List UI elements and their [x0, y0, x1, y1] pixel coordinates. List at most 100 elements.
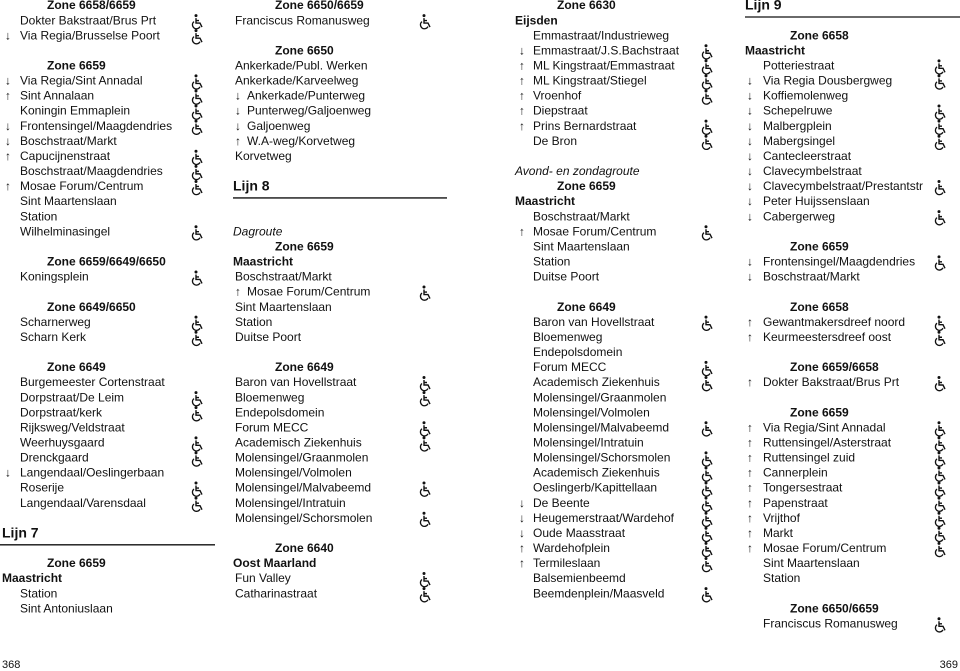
stop-name: Dorpstraat/De Leim — [20, 390, 124, 404]
icon-wheel — [701, 428, 711, 437]
icon-body — [423, 395, 431, 405]
icon-body — [705, 530, 713, 541]
wheelchair-icon — [191, 104, 203, 120]
zone-heading: Zone 6658 — [790, 28, 849, 42]
wheelchair-icon — [419, 511, 431, 528]
icon-wheel — [701, 96, 711, 105]
icon-wheel — [934, 533, 944, 543]
icon-head — [422, 511, 426, 515]
icon-head — [422, 481, 426, 485]
icon-wheel — [191, 413, 201, 422]
icon-body — [705, 123, 713, 133]
direction-arrow: ↑ — [519, 89, 525, 103]
wheelchair-icon — [934, 436, 946, 452]
icon-body — [705, 78, 713, 88]
icon-body — [938, 530, 946, 541]
icon-head — [194, 330, 198, 334]
icon-body — [195, 78, 203, 88]
icon-wheel — [191, 21, 201, 30]
icon-head — [194, 104, 198, 108]
stop-name: Molensingel/Malvabeemd — [235, 481, 371, 495]
icon-head — [937, 526, 941, 530]
city-heading: Eijsden — [515, 13, 558, 27]
stop-name: Sint Antoniuslaan — [20, 601, 113, 615]
icon-wheel — [419, 292, 429, 301]
line-heading: Lijn 7 — [2, 525, 39, 541]
direction-arrow: ↑ — [5, 179, 11, 193]
icon-head — [704, 451, 708, 455]
direction-arrow: ↓ — [5, 119, 11, 133]
direction-arrow: ↑ — [235, 285, 241, 299]
icon-wheel — [191, 36, 201, 45]
stop-name: Mosae Forum/Centrum — [533, 224, 656, 238]
icon-body — [195, 93, 203, 103]
zone-heading: Zone 6658/6659 — [47, 0, 136, 12]
route-subheading: Avond- en zondagroute — [514, 164, 640, 178]
icon-head — [194, 481, 198, 485]
icon-wheel — [701, 81, 711, 90]
icon-head — [194, 315, 198, 319]
zone-heading: Zone 6659 — [47, 556, 106, 570]
zone-heading: Zone 6649 — [557, 300, 616, 314]
stop-name: Boschstraat/Maagdendries — [20, 164, 163, 178]
stop-name: Forum MECC — [235, 420, 309, 434]
stop-name: Rijksweg/Veldstraat — [20, 420, 125, 434]
icon-body — [423, 289, 431, 299]
wheelchair-icon — [701, 44, 713, 60]
wheelchair-icon — [191, 481, 203, 497]
stop-name: Beemdenplein/Maasveld — [533, 586, 664, 600]
stop-name: Keurmeestersdreef oost — [763, 330, 892, 344]
page-number: 368 — [2, 659, 20, 671]
icon-head — [704, 511, 708, 515]
direction-arrow: ↑ — [5, 149, 11, 163]
icon-wheel — [701, 141, 711, 151]
wheelchair-icon — [701, 421, 713, 437]
stop-name: Diepstraat — [533, 104, 588, 118]
wheelchair-icon — [191, 74, 203, 90]
stop-name: Vrijthof — [763, 511, 801, 525]
direction-arrow: ↓ — [747, 134, 753, 148]
icon-head — [937, 315, 941, 319]
icon-head — [704, 119, 708, 123]
stop-name: Ankerkade/Karveelweg — [235, 74, 358, 88]
icon-body — [195, 319, 203, 329]
stop-name: Boschstraat/Markt — [763, 270, 860, 284]
stop-name: Boschstraat/Markt — [20, 134, 117, 148]
stop-name: Langendaal/Oeslingerbaan — [20, 466, 164, 480]
stop-name: Oude Maasstraat — [533, 526, 626, 540]
icon-head — [937, 436, 941, 440]
icon-head — [194, 74, 198, 78]
route-subheading: Dagroute — [233, 224, 283, 238]
icon-body — [705, 470, 713, 480]
wheelchair-icon — [419, 14, 431, 30]
icon-body — [938, 515, 946, 526]
stop-name: Molensingel/Volmolen — [533, 405, 650, 419]
icon-body — [938, 425, 946, 435]
stop-name: Molensingel/Intratuin — [533, 435, 644, 449]
wheelchair-icon — [191, 391, 203, 407]
icon-body — [938, 183, 946, 194]
wheelchair-icon — [191, 164, 203, 181]
wheelchair-icon — [191, 149, 203, 166]
icon-body — [195, 33, 203, 43]
wheelchair-icon — [701, 59, 713, 75]
icon-head — [937, 541, 941, 545]
icon-head — [937, 617, 941, 621]
icon-wheel — [701, 126, 711, 135]
icon-head — [422, 376, 426, 379]
icon-wheel — [934, 624, 944, 633]
direction-arrow: ↑ — [519, 224, 525, 238]
direction-arrow: ↑ — [519, 104, 525, 118]
icon-head — [194, 164, 198, 168]
stop-name: Molensingel/Graanmolen — [533, 390, 666, 404]
icon-head — [704, 466, 708, 470]
direction-arrow: ↓ — [747, 89, 753, 103]
icon-head — [937, 421, 941, 425]
direction-arrow: ↓ — [519, 526, 525, 540]
icon-wheel — [701, 473, 711, 482]
zone-heading: Zone 6658 — [790, 300, 849, 314]
icon-body — [938, 470, 946, 480]
direction-arrow: ↑ — [235, 134, 241, 148]
icon-wheel — [419, 21, 429, 30]
wheelchair-icon — [934, 74, 946, 90]
